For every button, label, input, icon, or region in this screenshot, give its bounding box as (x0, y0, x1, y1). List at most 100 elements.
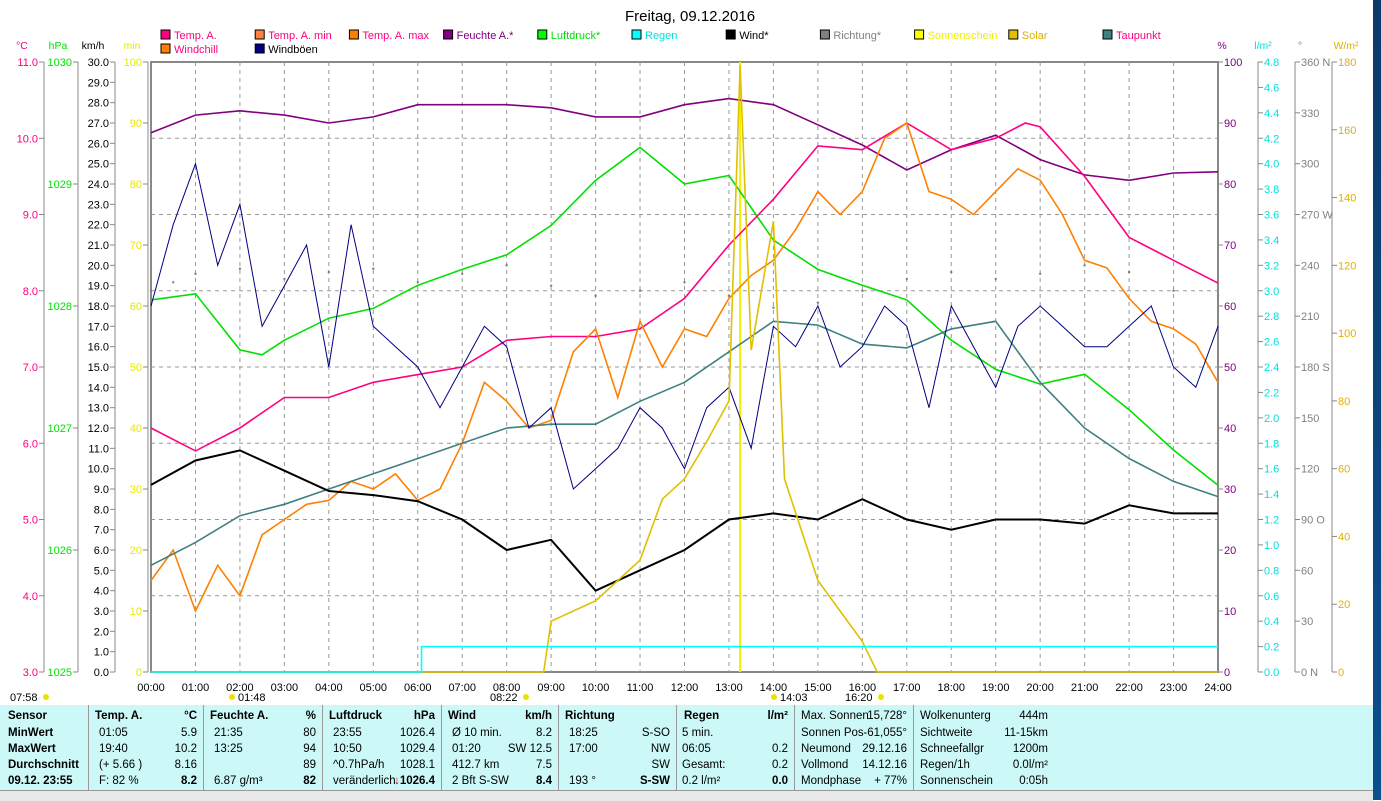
x-tick-label: 24:00 (1204, 682, 1232, 694)
x-tick-label: 22:00 (1115, 682, 1143, 694)
astro-label: Vollmond (801, 759, 849, 771)
series-line-taupunkt (150, 320, 1219, 567)
axis-tick-label-solar: 160 (1338, 125, 1356, 137)
axis-tick-label-wind: 19.0 (88, 281, 109, 293)
x-tick-label: 04:00 (315, 682, 343, 694)
column-luftdruck: Luftdruck hPa 23:55 1026.4 10:50 1029.4 ^0.7hP… (323, 705, 442, 790)
axis-tick-label-minutes: 50 (130, 362, 142, 374)
axis-tick-label-wind: 21.0 (88, 240, 109, 252)
direction-dot (1216, 294, 1220, 298)
direction-dot (1127, 270, 1131, 274)
legend-label: Windchill (174, 44, 218, 56)
axis-tick-label-direction: 360 N (1301, 57, 1330, 69)
astro-value: -61,055° (863, 727, 907, 739)
column-temp-a-: Temp. A. °C 01:05 5.9 19:40 10.2 (+ 5.66 ) 8.16… (89, 705, 204, 790)
legend-swatch (254, 43, 265, 54)
direction-dot (1083, 264, 1086, 267)
direction-dot (238, 267, 242, 270)
axis-tick-label-wind: 1.0 (94, 647, 109, 659)
axis-tick-label-minutes: 0 (136, 667, 142, 679)
legend-label: Luftdruck* (551, 30, 601, 42)
axis-tick-label-pressure: 1025 (48, 667, 72, 679)
column-feuchte-a-: Feuchte A.% 21:35 80 13:25 94 89 6.87 g/m³ 82 (204, 705, 323, 790)
axis-tick-label-direction: 150 (1301, 413, 1319, 425)
series-line-wind- (150, 449, 1218, 592)
direction-dot (327, 270, 331, 274)
cell-label: 06:05 (682, 743, 711, 755)
extra-label: Sonnenschein (920, 775, 993, 787)
axis-tick-label-wind: 30.0 (88, 57, 109, 69)
extra-value: 444m (1019, 710, 1048, 722)
series-line-regen (151, 645, 1218, 673)
astro-column: Max. Sonnen 15,728° Sonnen Pos -61,055° Neum… (795, 705, 914, 790)
direction-dot (149, 289, 153, 292)
axis-tick-label-wind: 4.0 (94, 586, 109, 598)
axis-tick-label-pressure: 1029 (48, 179, 72, 191)
x-axis: 00:00 01:00 02:00 03:00 04:00 05:00 06:00 07:00… (137, 682, 1232, 694)
extra-value: 0.0l/m² (1012, 759, 1048, 771)
axis-tick-label-minutes: 10 (130, 606, 142, 618)
cell-label: 19:40 (99, 743, 128, 755)
x-tick-label: 00:00 (137, 682, 165, 694)
direction-dot (1172, 289, 1175, 292)
axis-tick-label-wind: 11.0 (88, 443, 109, 455)
axis-tick-label-rain: 2.2 (1264, 387, 1279, 399)
axis-tick-label-solar: 40 (1338, 531, 1350, 543)
astro-label: Mondphase (801, 775, 862, 787)
axis-tick-label-wind: 12.0 (88, 423, 109, 435)
column-unit: hPa (413, 710, 435, 722)
axis-tick-label-rain: 0.8 (1264, 565, 1279, 577)
sun-event-label: 08:22 (490, 692, 518, 704)
direction-dot (994, 277, 997, 281)
axis-tick-label-rain: 0.6 (1264, 591, 1279, 603)
axis-tick-label-rain: 0.4 (1264, 616, 1279, 628)
axis-tick-label-rain: 2.6 (1264, 337, 1279, 349)
cell-value: 80 (303, 727, 316, 739)
axis-tick-label-wind: 27.0 (88, 118, 109, 130)
axis-tick-label-direction: 90 O (1301, 515, 1325, 527)
column-regen: Regen l/m² 5 min. 06:05 0.2 Gesamt: 0.2 0.2 l/m… (678, 705, 795, 790)
cell-label: F: 82 % (99, 775, 139, 787)
axis-tick-label-wind: 13.0 (88, 403, 109, 415)
x-tick-label: 11:00 (627, 682, 654, 694)
axis-tick-label-rain: 0.2 (1264, 642, 1279, 654)
axis-tick-label-humidity: 70 (1224, 240, 1236, 252)
axis-tick-label-wind: 9.0 (94, 484, 109, 496)
legend-swatch (160, 29, 171, 40)
x-tick-label: 12:00 (671, 682, 699, 694)
weather-chart: Freitag, 09.12.2016 Temp. A. Temp. A. min… (10, 8, 1359, 704)
cell-label: Gesamt: (682, 759, 726, 771)
cell-label: 21:35 (214, 727, 243, 739)
axis-tick-label-minutes: 70 (130, 240, 142, 252)
axis-unit-minutes: min (124, 40, 141, 52)
cell-label: 01:05 (99, 727, 128, 739)
axis-tick-label-wind: 29.0 (88, 77, 109, 89)
sensor-row-label: MinWert (8, 727, 54, 739)
cell-label: 10:50 (333, 743, 362, 755)
direction-dot (283, 277, 286, 281)
x-tick-label: 18:00 (937, 682, 965, 694)
legend-label: Wind* (739, 30, 769, 42)
moonrise-icon (771, 694, 777, 700)
axis-tick-label-minutes: 40 (130, 423, 142, 435)
axis-tick-label-direction: 120 (1301, 464, 1319, 476)
axis-tick-label-solar: 0 (1338, 667, 1344, 679)
column-header: Feuchte A. (210, 710, 269, 722)
cell-value: S-SO (641, 727, 670, 739)
legend-swatch (725, 29, 736, 40)
series-line-solar (151, 65, 1218, 673)
legend-swatch (1102, 29, 1113, 40)
sensor-row-label: Sensor (8, 710, 47, 722)
axis-tick-label-temp: 7.0 (23, 362, 38, 374)
axis-tick-label-direction: 30 (1301, 616, 1313, 628)
astro-value: 14.12.16 (862, 759, 907, 771)
axis-tick-label-temp: 10.0 (17, 133, 38, 145)
axis-tick-label-wind: 15.0 (88, 362, 109, 374)
legend-label: Temp. A. min (268, 30, 332, 42)
sensor-row-label: Durchschnitt (8, 759, 79, 771)
cell-value: 1029.4 (399, 743, 435, 755)
x-tick-label: 19:00 (982, 682, 1010, 694)
legend-label: Regen (645, 30, 677, 42)
cell-label: Ø 10 min. (452, 727, 502, 739)
axis-tick-label-wind: 6.0 (94, 545, 109, 557)
